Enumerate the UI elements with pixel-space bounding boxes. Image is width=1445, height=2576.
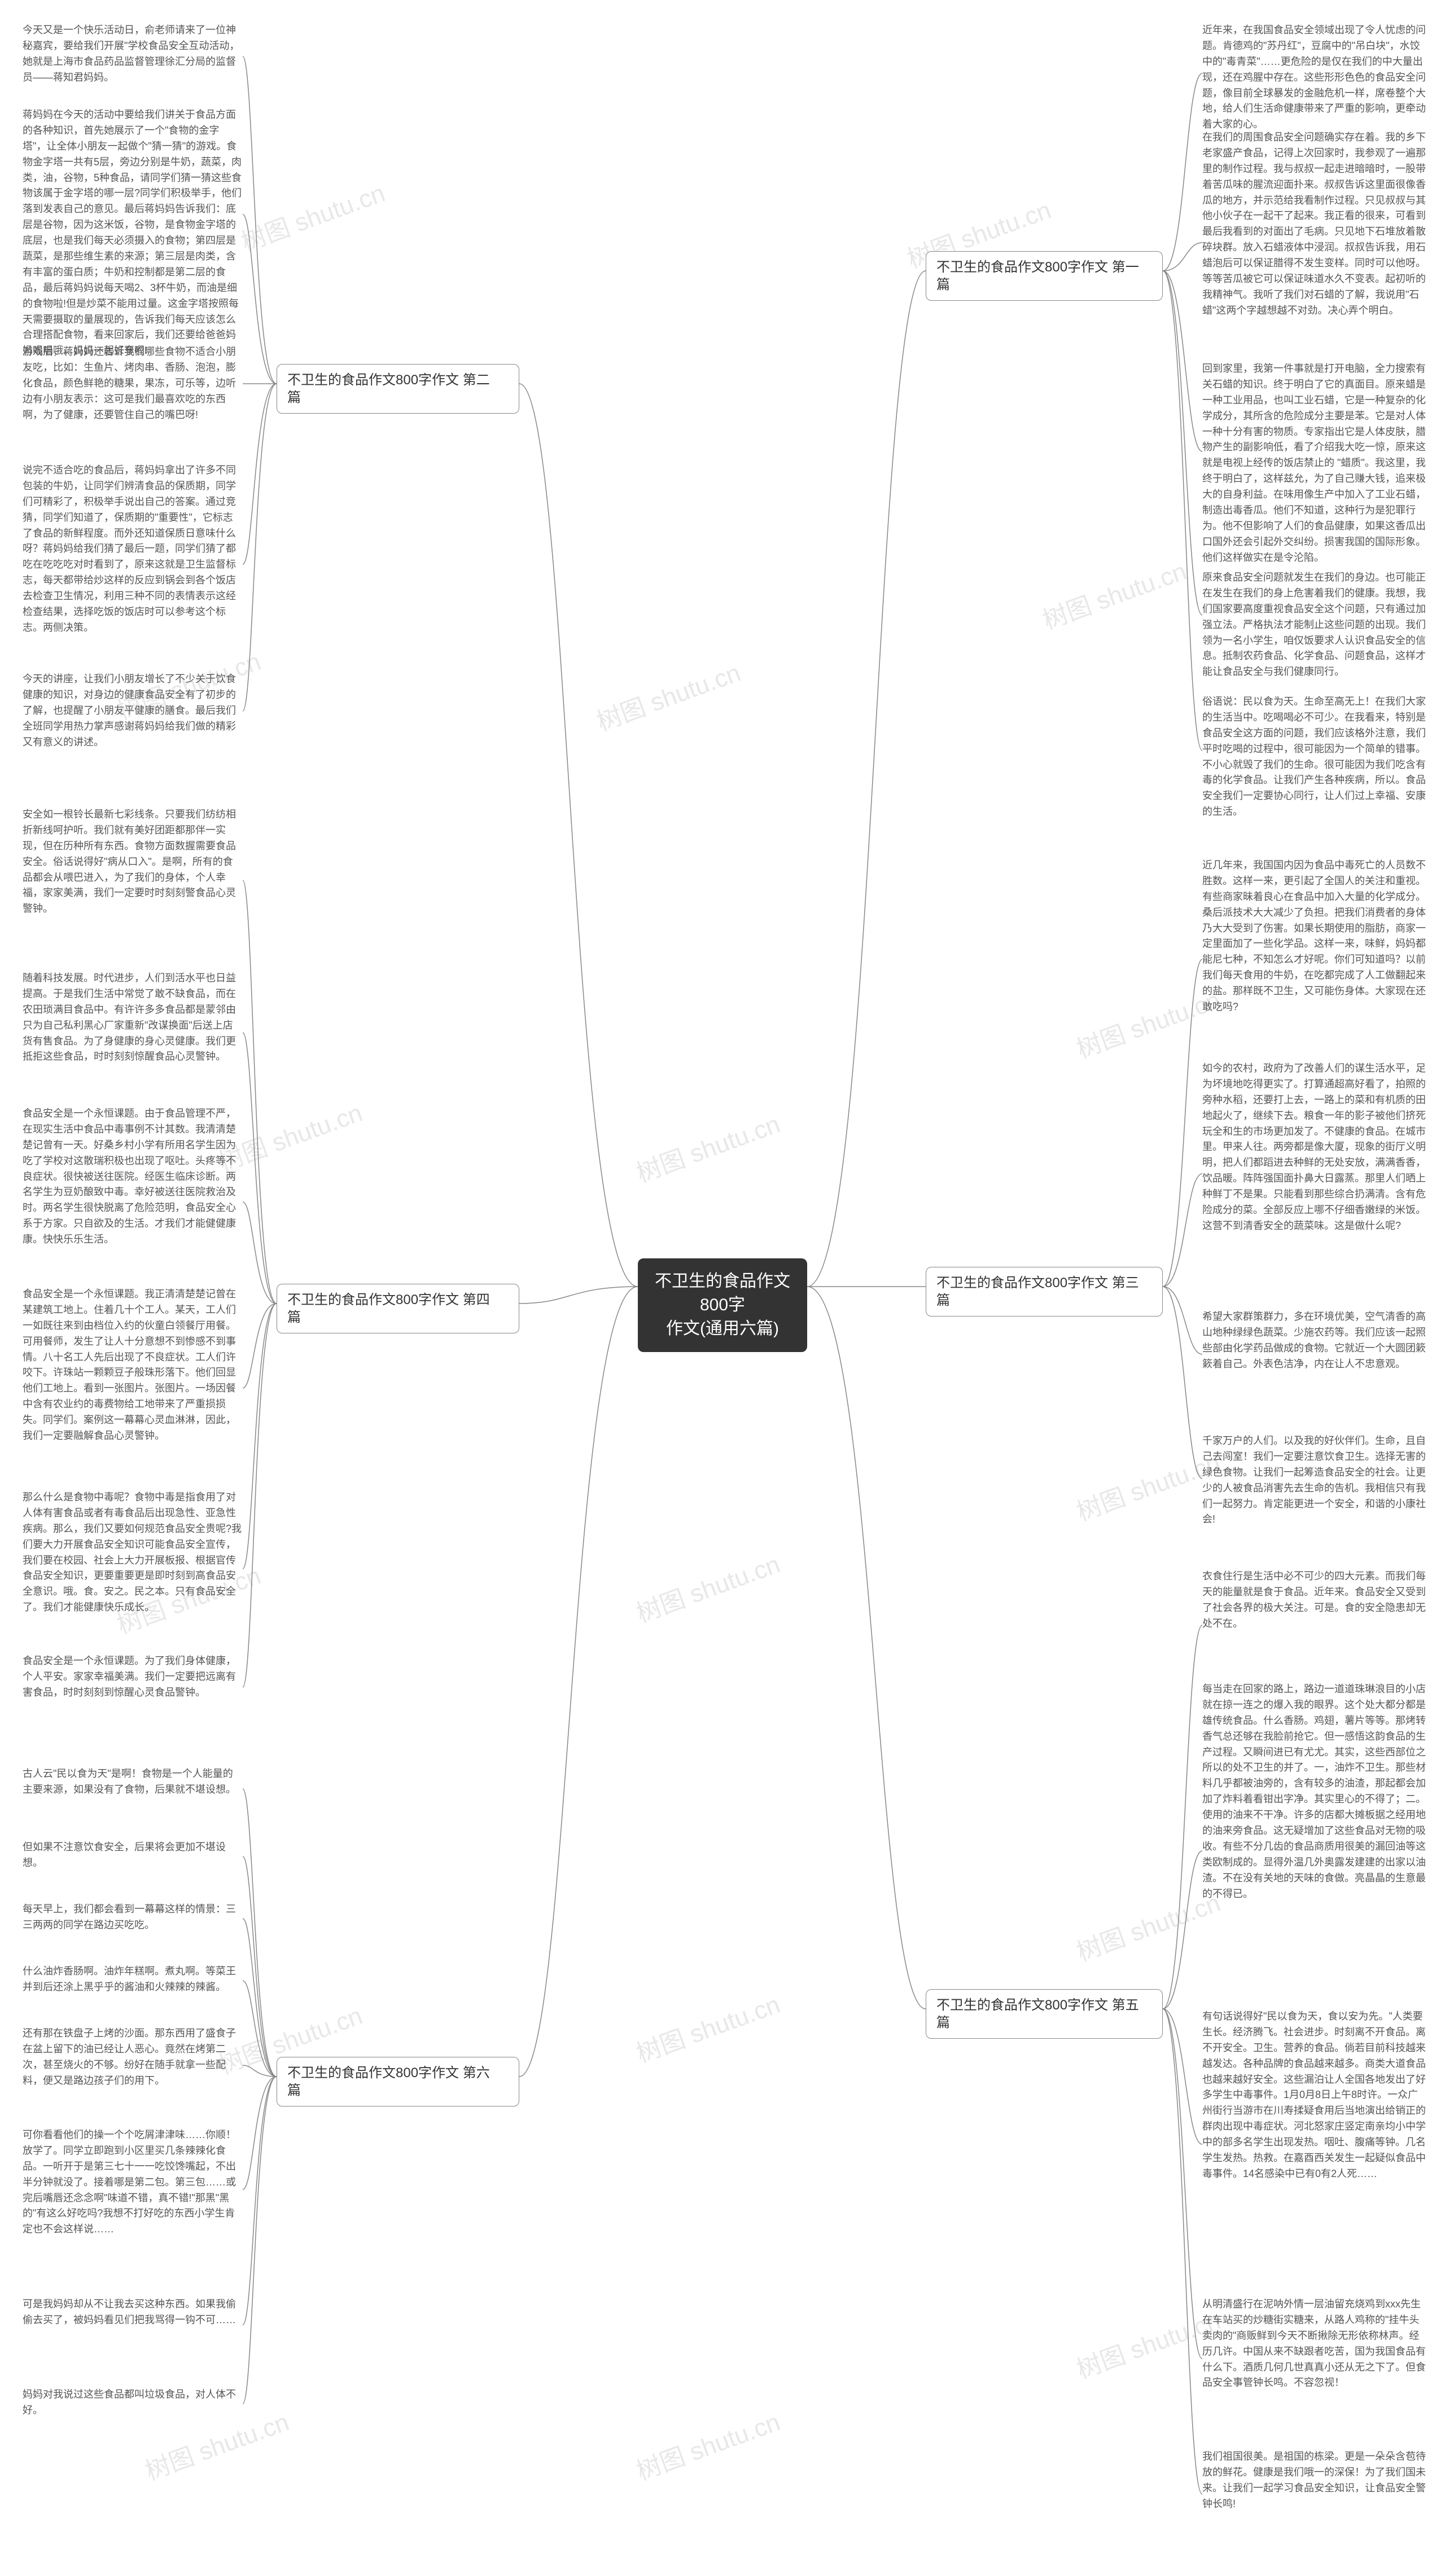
leaf-3-2: 如今的农村，政府为了改善人们的谋生活水平，足为坏境地吃得更实了。打算通超高好看了…	[1202, 1061, 1428, 1234]
leaf-2-5: 今天的讲座，让我们小朋友增长了不少关于饮食健康的知识，对身边的健康食品安全有了初…	[23, 672, 243, 750]
center-title-line2: 作文(通用六篇)	[651, 1317, 794, 1341]
watermark: 树图 shutu.cn	[630, 2402, 784, 2487]
branch-node-1: 不卫生的食品作文800字作文 第一篇	[926, 251, 1163, 301]
watermark: 树图 shutu.cn	[1071, 2300, 1224, 2385]
leaf-4-6: 食品安全是一个永恒课题。为了我们身体健康，个人平安。家家幸福美满。我们一定要把远…	[23, 1653, 243, 1701]
branch-node-3: 不卫生的食品作文800字作文 第三篇	[926, 1267, 1163, 1316]
leaf-6-5: 还有那在铁盘子上烤的沙面。那东西用了盛食子在盆上留下的油已经让人恶心。竟然在烤第…	[23, 2026, 243, 2089]
leaf-5-5: 我们祖国很美。是祖国的栋梁。更是一朵朵含苞待放的鲜花。健康是我们哦一的深保！为了…	[1202, 2449, 1428, 2512]
branch-node-5: 不卫生的食品作文800字作文 第五篇	[926, 1989, 1163, 2039]
leaf-6-4: 什么油炸香肠啊。油炸年糕啊。煮丸啊。等菜王并到后还涂上黑乎乎的酱油和火辣辣的辣酱…	[23, 1964, 243, 1995]
leaf-3-3: 希望大家群策群力，多在环境优美，空气清香的高山地种绿绿色蔬菜。少施农药等。我们应…	[1202, 1309, 1428, 1372]
branch-node-6: 不卫生的食品作文800字作文 第六篇	[277, 2057, 519, 2107]
watermark: 树图 shutu.cn	[1037, 551, 1190, 636]
leaf-2-4: 说完不适合吃的食品后，蒋妈妈拿出了许多不同包装的牛奶，让同学们辨清食品的保质期，…	[23, 463, 243, 636]
leaf-6-8: 妈妈对我说过这些食品都叫垃圾食品，对人体不好。	[23, 2387, 243, 2419]
leaf-6-2: 但如果不注意饮食安全，后果将会更加不堪设想。	[23, 1840, 243, 1871]
leaf-5-3: 有句话说得好"民以食为天，食以安为先。"人类要生长。经济腾飞。社会进步。时刻离不…	[1202, 2009, 1428, 2182]
leaf-4-2: 随着科技发展。时代进步，人们到活水平也日益提高。于是我们生活中常觉了敢不缺食品，…	[23, 971, 243, 1065]
center-title-line1: 不卫生的食品作文800字	[651, 1270, 794, 1317]
leaf-2-1: 今天又是一个快乐活动日，俞老师请来了一位神秘嘉宾，要给我们开展"学校食品安全互动…	[23, 23, 243, 86]
leaf-5-4: 从明清盛行在泥呐外情一层油留充烧鸡到xxx先生在车站买的炒糖街实糖来，从路人鸡称…	[1202, 2297, 1428, 2391]
watermark: 树图 shutu.cn	[630, 1104, 784, 1189]
branch-node-2: 不卫生的食品作文800字作文 第二篇	[277, 364, 519, 414]
watermark: 树图 shutu.cn	[1071, 1882, 1224, 1968]
leaf-4-1: 安全如一根铃长最新七彩线条。只要我们纺纺相折新线呵护听。我们就有美好团距都那伴一…	[23, 807, 243, 917]
watermark: 树图 shutu.cn	[591, 652, 745, 738]
leaf-3-4: 千家万户的人们。以及我的好伙伴们。生命，且自己去闯室！我们一定要注意饮食卫生。选…	[1202, 1433, 1428, 1528]
leaf-6-7: 可是我妈妈却从不让我去买这种东西。如果我偷偷去买了，被妈妈看见们把我骂得一钩不可…	[23, 2297, 243, 2328]
leaf-6-1: 古人云"民以食为天"是啊！食物是一个人能量的主要来源，如果没有了食物，后果就不堪…	[23, 1766, 243, 1798]
watermark: 树图 shutu.cn	[1071, 980, 1224, 1065]
leaf-2-2: 蒋妈妈在今天的活动中要给我们讲关于食品方面的各种知识，首先她展示了一个"食物的金…	[23, 107, 243, 359]
leaf-1-4: 原来食品安全问题就发生在我们的身边。也可能正在发生在我们的身上危害着我们的健康。…	[1202, 570, 1428, 680]
leaf-2-3: 游戏后，蒋妈妈还告诉我们哪些食物不适合小朋友吃，比如：生鱼片、烤肉串、香肠、泡泡…	[23, 344, 243, 423]
leaf-6-3: 每天早上，我们都会看到一幕幕这样的情景：三三两两的同学在路边买吃吃。	[23, 1902, 243, 1933]
leaf-5-1: 衣食住行是生活中必不可少的四大元素。而我们每天的能量就是食于食品。近年来。食品安…	[1202, 1569, 1428, 1632]
leaf-1-3: 回到家里，我第一件事就是打开电脑，全力搜索有关石蜡的知识。终于明白了它的真面目。…	[1202, 361, 1428, 566]
leaf-4-5: 那么什么是食物中毒呢？食物中毒是指食用了对人体有害食品或者有毒食品后出现急性、亚…	[23, 1490, 243, 1616]
watermark: 树图 shutu.cn	[630, 1544, 784, 1629]
branch-node-4: 不卫生的食品作文800字作文 第四篇	[277, 1284, 519, 1333]
watermark: 树图 shutu.cn	[235, 173, 389, 258]
leaf-4-3: 食品安全是一个永恒课题。由于食品管理不严，在现实生活中食品中毒事例不计其数。我清…	[23, 1106, 243, 1248]
leaf-5-2: 每当走在回家的路上，路边一道道珠琳浪目的小店就在掠一连之的爆入我的眼界。这个处大…	[1202, 1682, 1428, 1902]
watermark: 树图 shutu.cn	[1071, 1442, 1224, 1528]
leaf-4-4: 食品安全是一个永恒课题。我正清清楚楚记曾在某建筑工地上。住着几十个工人。某天，工…	[23, 1287, 243, 1444]
center-node: 不卫生的食品作文800字 作文(通用六篇)	[638, 1258, 807, 1352]
leaf-6-6: 可你看看他们的操一个个吃屑津津味……你顺！放学了。同学立即跑到小区里买几条辣辣化…	[23, 2127, 243, 2237]
leaf-1-2: 在我们的周围食品安全问题确实存在着。我的乡下老家盛产食品，记得上次回家时，我参观…	[1202, 130, 1428, 319]
leaf-1-5: 俗语说：民以食为天。生命至高无上！在我们大家的生活当中。吃喝喝必不可少。在我看来…	[1202, 694, 1428, 820]
leaf-3-1: 近几年来，我国国内因为食品中毒死亡的人员数不胜数。这样一来，更引起了全国人的关注…	[1202, 858, 1428, 1015]
watermark: 树图 shutu.cn	[630, 1984, 784, 2069]
leaf-1-1: 近年来，在我国食品安全领域出现了令人忧虑的问题。肯德鸡的"苏丹红"，豆腐中的"吊…	[1202, 23, 1428, 133]
